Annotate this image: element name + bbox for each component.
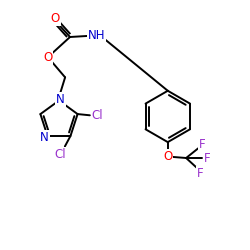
Text: NH: NH xyxy=(88,29,106,42)
Text: O: O xyxy=(43,51,52,64)
Text: F: F xyxy=(197,167,203,180)
Text: O: O xyxy=(51,12,60,25)
Text: N: N xyxy=(56,93,64,106)
Text: F: F xyxy=(204,152,211,164)
Text: Cl: Cl xyxy=(54,148,66,161)
Text: O: O xyxy=(163,150,172,163)
Text: F: F xyxy=(199,138,205,151)
Text: Cl: Cl xyxy=(92,109,104,122)
Text: N: N xyxy=(40,131,49,144)
